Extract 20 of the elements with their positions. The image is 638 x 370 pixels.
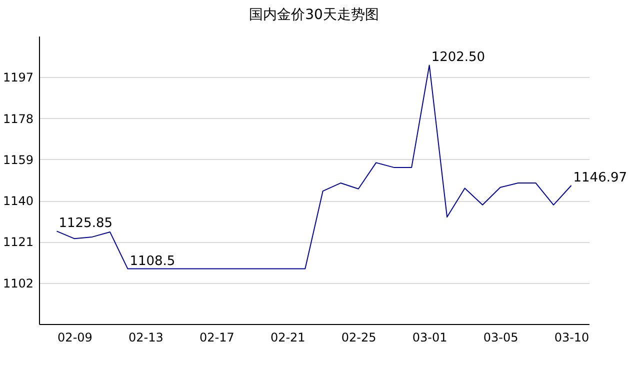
data-label: 1108.5 (130, 254, 176, 269)
x-tick-label: 03-05 (483, 330, 518, 344)
x-tick-label: 02-09 (58, 330, 92, 344)
data-label: 1125.85 (58, 216, 113, 232)
x-tick-label: 03-10 (554, 330, 590, 344)
data-label: 1202.50 (431, 50, 486, 66)
line-series (56, 64, 572, 270)
y-tick-label: 1140 (2, 194, 34, 208)
x-tick-label: 02-17 (199, 330, 234, 344)
y-tick-label: 1121 (2, 235, 34, 250)
chart-title: 国内金价30天走势图 (249, 7, 379, 23)
x-tick-label: 02-13 (128, 330, 164, 344)
y-tick-label: 1102 (2, 276, 34, 290)
x-tick-label: 03-01 (412, 330, 448, 344)
data-label: 1146.97 (573, 170, 628, 186)
y-tick-label: 1159 (2, 152, 34, 167)
y-tick-label: 1197 (2, 70, 34, 85)
x-tick-label: 02-25 (341, 330, 376, 344)
y-tick-label: 1178 (2, 112, 34, 126)
x-tick-label: 02-21 (270, 330, 306, 344)
